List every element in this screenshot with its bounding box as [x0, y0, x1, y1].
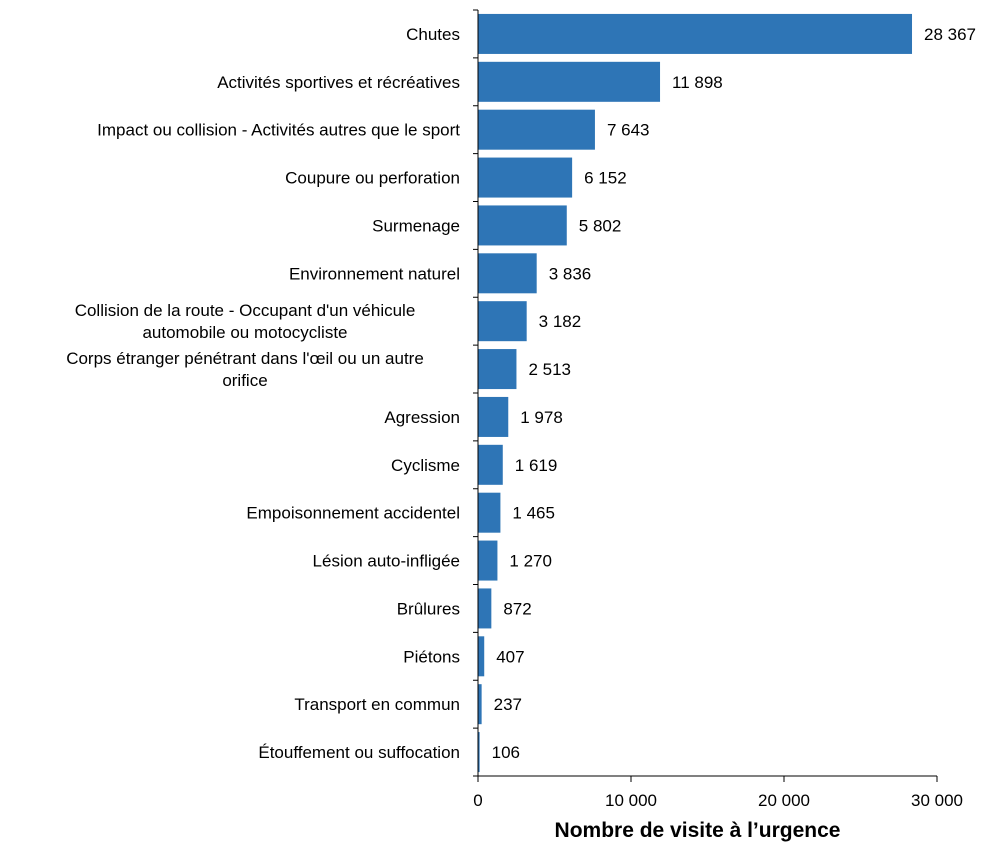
category-label: Cyclisme	[391, 456, 460, 475]
bar	[478, 540, 498, 581]
category-label-line: automobile ou motocycliste	[142, 323, 347, 342]
x-ticks-group: 0 10 000 20 000 30 000	[473, 9, 963, 810]
x-tick-label: 10 000	[605, 791, 657, 810]
bar	[478, 301, 527, 342]
bar	[478, 205, 567, 246]
value-label: 28 367	[924, 25, 976, 44]
category-labels-group: Chutes Activités sportives et récréatives…	[66, 25, 460, 762]
value-label: 872	[503, 599, 531, 618]
value-label: 11 898	[672, 73, 723, 92]
bars-group	[478, 13, 913, 773]
category-label: Collision de la route - Occupant d'un vé…	[75, 301, 416, 342]
category-label: Corps étranger pénétrant dans l'œil ou u…	[66, 349, 424, 390]
value-label: 1 619	[515, 456, 558, 475]
category-label-line: Collision de la route - Occupant d'un vé…	[75, 301, 416, 320]
category-label: Piétons	[403, 647, 460, 666]
category-label: Surmenage	[372, 216, 460, 235]
category-label: Coupure ou perforation	[285, 169, 460, 188]
category-label: Impact ou collision - Activités autres q…	[97, 121, 460, 140]
category-label: Empoisonnement accidentel	[246, 504, 460, 523]
bar	[478, 684, 482, 725]
value-label: 407	[496, 647, 524, 666]
category-label: Activités sportives et récréatives	[217, 73, 460, 92]
value-label: 7 643	[607, 121, 650, 140]
bar	[478, 61, 661, 102]
value-label: 1 270	[509, 552, 552, 571]
bar	[478, 732, 480, 773]
category-label: Transport en commun	[294, 695, 460, 714]
bar	[478, 157, 573, 198]
value-label: 5 802	[579, 216, 622, 235]
x-tick-label: 0	[473, 791, 482, 810]
x-tick-label: 30 000	[911, 791, 963, 810]
category-label-line: orifice	[222, 371, 267, 390]
x-axis-title: Nombre de visite à l’urgence	[555, 819, 841, 842]
value-labels-group: 28 367 11 898 7 643 6 152 5 802 3 836 3 182 2 5…	[492, 25, 976, 762]
value-label: 106	[492, 743, 520, 762]
value-label: 3 182	[539, 312, 582, 331]
value-label: 3 836	[549, 264, 592, 283]
bar	[478, 396, 509, 437]
category-label: Agression	[384, 408, 460, 427]
category-label: Brûlures	[397, 599, 460, 618]
category-label-line: Corps étranger pénétrant dans l'œil ou u…	[66, 349, 424, 368]
value-label: 1 978	[520, 408, 563, 427]
bar	[478, 109, 595, 150]
category-label: Étouffement ou suffocation	[258, 743, 460, 762]
bar	[478, 444, 503, 485]
value-label: 6 152	[584, 169, 627, 188]
category-label: Chutes	[406, 25, 460, 44]
x-tick-label: 20 000	[758, 791, 810, 810]
bar	[478, 492, 501, 533]
bar	[478, 588, 492, 629]
category-label: Lésion auto-infligée	[313, 552, 460, 571]
bar	[478, 636, 485, 677]
bar	[478, 349, 517, 390]
category-label: Environnement naturel	[289, 264, 460, 283]
bar	[478, 253, 537, 294]
value-label: 237	[494, 695, 522, 714]
value-label: 1 465	[512, 504, 555, 523]
value-label: 2 513	[528, 360, 571, 379]
bar	[478, 13, 913, 54]
